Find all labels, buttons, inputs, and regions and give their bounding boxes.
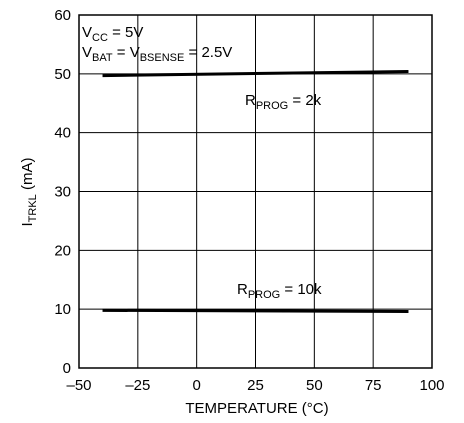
x-tick-labels: –50 –25 0 25 50 75 100 (66, 377, 444, 394)
series-label-2k: RPROG = 2k (245, 92, 322, 112)
y-tick-label: 0 (63, 360, 71, 377)
series-lines (102, 69, 409, 314)
y-tick-label: 20 (54, 242, 71, 259)
x-axis-title: TEMPERATURE (°C) (185, 400, 328, 417)
y-tick-labels: 0 10 20 30 40 50 60 (54, 7, 71, 377)
annotation-vbat: VBAT = VBSENSE = 2.5V (82, 44, 232, 64)
y-tick-label: 10 (54, 301, 71, 318)
x-tick-label: 50 (306, 377, 323, 394)
x-tick-label: –50 (66, 377, 91, 394)
series-line-1 (102, 308, 409, 314)
series-line-0 (102, 69, 409, 78)
y-tick-label: 50 (54, 66, 71, 83)
x-tick-label: 25 (247, 377, 264, 394)
x-tick-label: 75 (365, 377, 382, 394)
y-tick-label: 60 (54, 7, 71, 24)
series-label-10k: RPROG = 10k (237, 281, 322, 301)
y-tick-label: 30 (54, 184, 71, 201)
annotation-vcc: VCC = 5V (82, 24, 143, 44)
y-tick-label: 40 (54, 125, 71, 142)
x-tick-label: –25 (125, 377, 150, 394)
y-axis-title: ITRKL (mA) (19, 158, 39, 227)
plot-frame (78, 14, 433, 369)
x-tick-label: 0 (192, 377, 200, 394)
x-tick-label: 100 (419, 377, 444, 394)
grid (79, 15, 432, 368)
